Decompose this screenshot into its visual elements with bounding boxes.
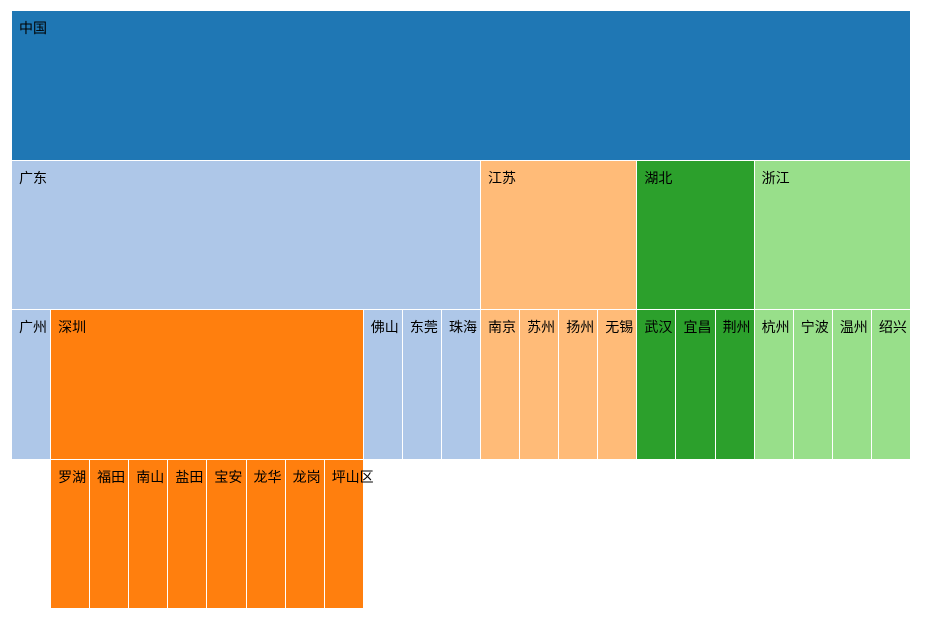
node-宜昌[interactable]: 宜昌	[676, 310, 716, 460]
node-南京[interactable]: 南京	[481, 310, 521, 460]
node-盐田[interactable]: 盐田	[168, 459, 208, 609]
node-东莞[interactable]: 东莞	[402, 310, 442, 460]
node-杭州[interactable]: 杭州	[754, 310, 794, 460]
node-浙江[interactable]: 浙江	[754, 160, 911, 310]
node-无锡[interactable]: 无锡	[598, 310, 638, 460]
node-label: 无锡	[605, 320, 634, 336]
node-label: 龙华	[253, 469, 282, 486]
node-label: 宜昌	[683, 320, 712, 336]
node-福田[interactable]: 福田	[90, 459, 130, 609]
node-label: 中国	[19, 21, 47, 37]
node-宝安[interactable]: 宝安	[207, 459, 247, 609]
node-温州[interactable]: 温州	[832, 310, 872, 460]
node-武汉[interactable]: 武汉	[637, 310, 677, 460]
node-label: 绍兴	[878, 320, 907, 336]
node-label: 盐田	[175, 469, 204, 486]
node-中国[interactable]: 中国	[12, 11, 911, 161]
node-label: 深圳	[58, 320, 87, 336]
node-label: 杭州	[761, 320, 790, 336]
node-label: 宁波	[800, 320, 829, 336]
node-坪山区[interactable]: 坪山区	[324, 459, 374, 609]
node-深圳[interactable]: 深圳	[51, 310, 364, 460]
node-label: 龙岗	[292, 469, 321, 486]
node-label: 扬州	[566, 320, 595, 336]
node-label: 湖北	[644, 170, 673, 187]
node-珠海[interactable]: 珠海	[441, 310, 482, 460]
node-label: 东莞	[409, 320, 438, 336]
node-label: 温州	[839, 320, 868, 336]
node-广东[interactable]: 广东	[12, 160, 482, 310]
node-江苏[interactable]: 江苏	[481, 160, 638, 310]
node-佛山[interactable]: 佛山	[363, 310, 403, 460]
node-label: 荆州	[722, 320, 751, 336]
node-label: 南京	[488, 320, 517, 336]
node-label: 珠海	[448, 320, 477, 336]
node-荆州[interactable]: 荆州	[715, 310, 755, 460]
node-label: 南山	[136, 469, 165, 486]
node-南山[interactable]: 南山	[129, 459, 169, 609]
node-绍兴[interactable]: 绍兴	[871, 310, 911, 460]
node-label: 武汉	[644, 320, 673, 336]
node-龙华[interactable]: 龙华	[246, 459, 286, 609]
node-label: 佛山	[370, 320, 399, 336]
node-广州[interactable]: 广州	[12, 310, 52, 460]
node-label: 浙江	[761, 170, 790, 187]
node-label: 江苏	[488, 170, 517, 187]
node-湖北[interactable]: 湖北	[637, 160, 755, 310]
node-宁波[interactable]: 宁波	[793, 310, 833, 460]
node-label: 苏州	[527, 320, 556, 336]
node-扬州[interactable]: 扬州	[559, 310, 599, 460]
node-罗湖[interactable]: 罗湖	[51, 459, 91, 609]
node-龙岗[interactable]: 龙岗	[285, 459, 325, 609]
node-label: 宝安	[214, 469, 243, 486]
node-label: 福田	[97, 469, 126, 486]
node-label: 广州	[19, 320, 47, 336]
node-label: 坪山区	[331, 469, 374, 486]
node-label: 罗湖	[58, 469, 87, 486]
node-苏州[interactable]: 苏州	[520, 310, 560, 460]
node-label: 广东	[19, 170, 47, 187]
